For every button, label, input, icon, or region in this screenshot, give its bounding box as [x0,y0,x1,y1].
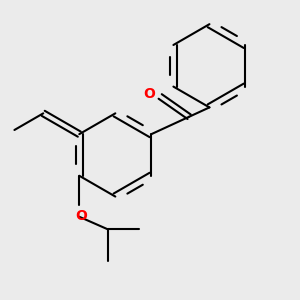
Text: O: O [143,88,155,101]
Text: O: O [75,209,87,223]
